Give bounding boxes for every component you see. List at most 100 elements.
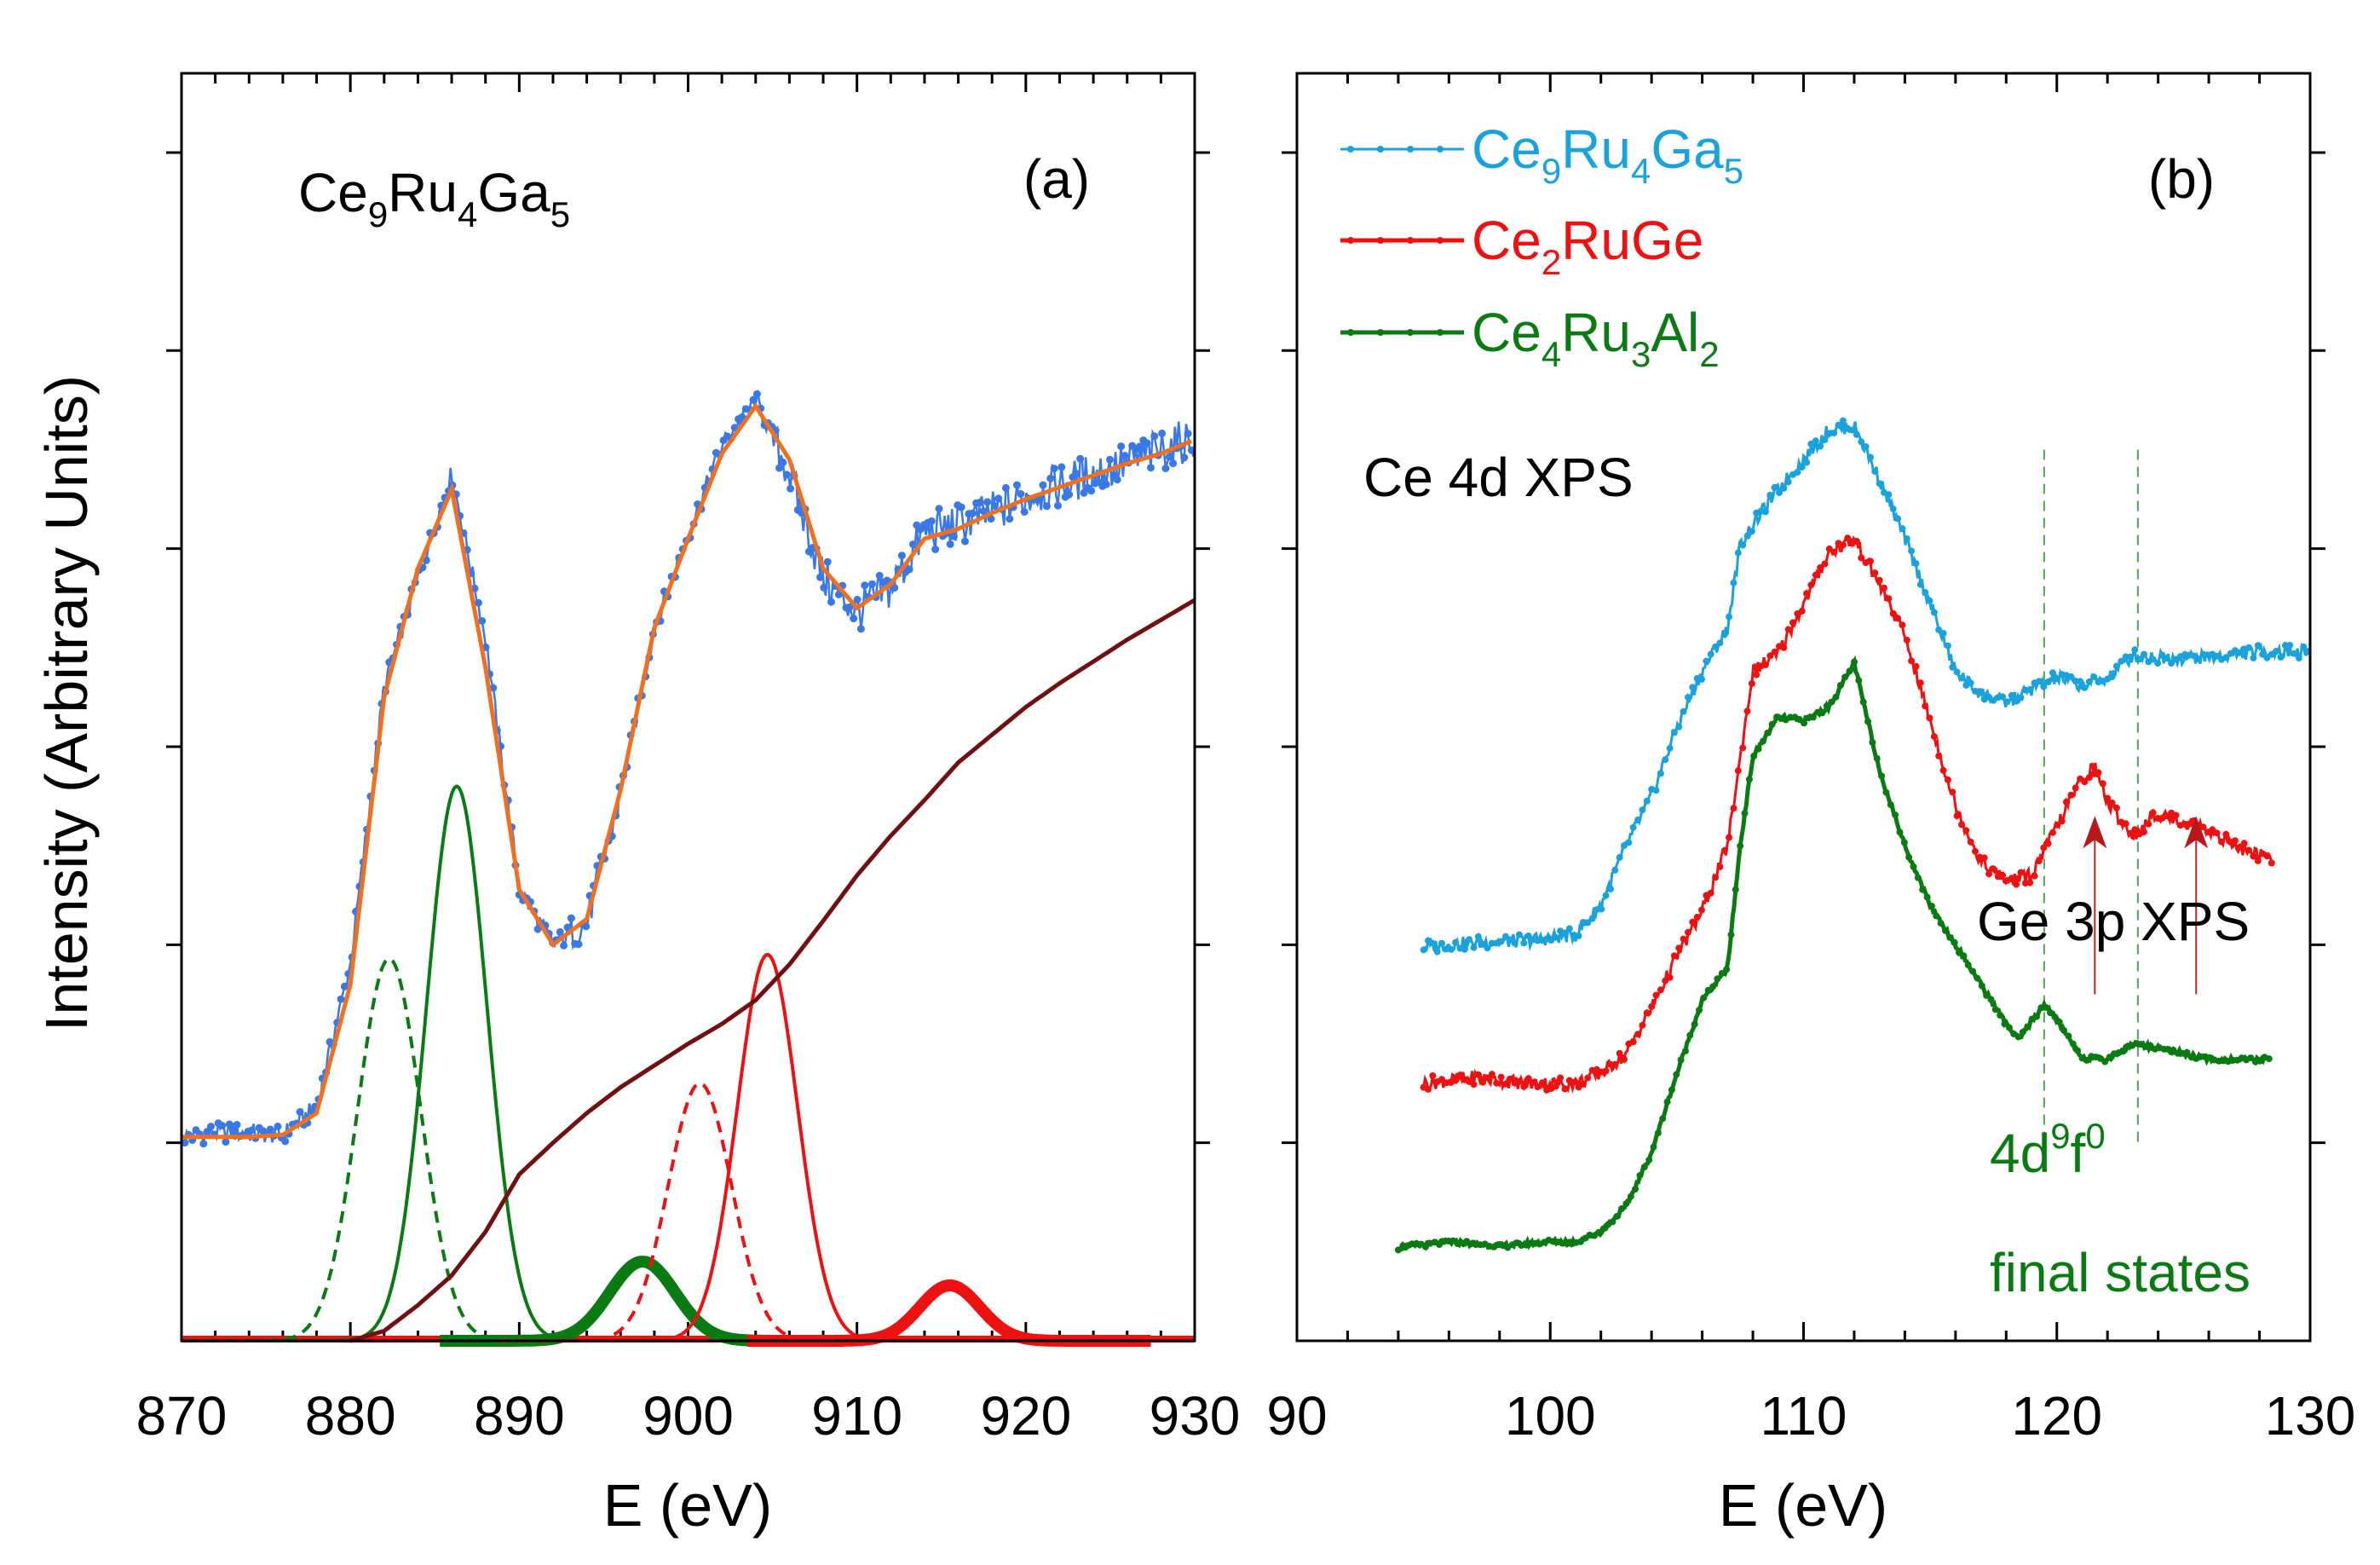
x-tick-label: 880 bbox=[305, 1385, 396, 1447]
spectrum-point bbox=[1853, 430, 1860, 438]
spectrum-point bbox=[1889, 609, 1897, 617]
spectrum-point bbox=[1991, 1006, 1999, 1013]
spectrum-point bbox=[2083, 1056, 2090, 1064]
data-point bbox=[787, 484, 795, 493]
spectrum-point bbox=[1768, 720, 1776, 728]
legend-label: Ce4Ru3Al2 bbox=[1472, 302, 1720, 374]
data-point bbox=[834, 590, 843, 598]
spectrum-point bbox=[1677, 1056, 1685, 1064]
x-tick-label: 110 bbox=[1760, 1385, 1847, 1447]
spectrum-point bbox=[1696, 1007, 1703, 1013]
panel-a-x-label: E (eV) bbox=[603, 1472, 772, 1539]
spectrum-point bbox=[2067, 791, 2075, 799]
spectrum-point bbox=[2232, 837, 2239, 845]
spectrum-point bbox=[1576, 1238, 1584, 1245]
panel-b-curves bbox=[1394, 417, 2312, 1254]
spectrum-point bbox=[1716, 639, 1724, 647]
spectrum-point bbox=[2295, 654, 2302, 661]
data-point bbox=[897, 552, 906, 560]
data-point bbox=[1057, 463, 1066, 471]
spectrum-point bbox=[1685, 928, 1691, 936]
spectrum-point bbox=[1634, 1031, 1642, 1038]
spectrum-point bbox=[1632, 1186, 1639, 1193]
spectrum-point bbox=[1903, 535, 1910, 542]
spectrum-point bbox=[1784, 626, 1792, 633]
data-point bbox=[983, 498, 992, 506]
spectrum-point bbox=[1771, 648, 1778, 655]
spectrum-point bbox=[1663, 1098, 1671, 1106]
spectrum-point bbox=[2005, 1024, 2013, 1031]
legend-marker bbox=[1437, 237, 1444, 244]
data-point bbox=[556, 927, 564, 936]
data-point bbox=[574, 940, 583, 949]
spectrum-point bbox=[1899, 525, 1906, 533]
spectrum-point bbox=[1978, 982, 1985, 990]
final-states-line2: final states bbox=[1990, 1242, 2250, 1303]
data-point bbox=[1065, 490, 1074, 499]
x-tick-label: 900 bbox=[643, 1385, 734, 1447]
spectrum-point bbox=[1720, 846, 1728, 854]
background-curve bbox=[349, 598, 1196, 1343]
spectrum-point bbox=[1916, 679, 1924, 687]
spectrum-point bbox=[2069, 1040, 2077, 1048]
data-point bbox=[266, 1125, 274, 1134]
spectrum-point bbox=[2172, 811, 2180, 819]
arrow-head bbox=[2083, 816, 2107, 849]
spectrum-point bbox=[1876, 480, 1883, 488]
legend-marker bbox=[1377, 237, 1384, 244]
data-point bbox=[533, 925, 542, 933]
spectrum-points-3 bbox=[1394, 658, 2273, 1254]
panel-b-title: Ce 4d XPS bbox=[1363, 447, 1634, 508]
data-point bbox=[296, 1108, 304, 1116]
spectrum-point bbox=[1588, 915, 1596, 922]
data-point bbox=[875, 571, 884, 580]
spectrum-point bbox=[1789, 619, 1796, 627]
spectrum-point bbox=[1755, 745, 1762, 753]
spectrum-point bbox=[1855, 677, 1863, 684]
spectrum-point bbox=[1908, 657, 1916, 665]
data-point bbox=[853, 595, 862, 603]
spectrum-point bbox=[2145, 820, 2152, 828]
spectrum-point bbox=[1910, 863, 1917, 870]
spectrum-point bbox=[2277, 653, 2285, 661]
spectrum-point bbox=[1985, 870, 1993, 878]
data-point bbox=[949, 532, 958, 540]
spectrum-point bbox=[1602, 1067, 1610, 1075]
spectrum-point bbox=[1552, 1083, 1559, 1090]
x-tick-label: 920 bbox=[980, 1385, 1071, 1447]
spectrum-point bbox=[1629, 823, 1637, 831]
spectrum-point bbox=[2273, 648, 2280, 655]
spectrum-point bbox=[1734, 767, 1742, 775]
spectrum-point bbox=[1598, 905, 1605, 913]
spectrum-point bbox=[1803, 590, 1811, 598]
spectrum-point bbox=[1812, 437, 1819, 445]
spectrum-point bbox=[1689, 684, 1697, 691]
spectrum-point bbox=[2127, 829, 2134, 837]
spectrum-point bbox=[1944, 776, 1951, 783]
legend-label: Ce9Ru4Ga5 bbox=[1472, 118, 1743, 191]
data-point bbox=[1184, 430, 1192, 438]
spectrum-point bbox=[1766, 491, 1774, 499]
spectrum-point bbox=[1452, 1077, 1460, 1084]
spectrum-point bbox=[1461, 945, 1468, 953]
spectrum-point bbox=[1935, 752, 1943, 759]
spectrum-point bbox=[1538, 1079, 1546, 1087]
spectrum-point bbox=[1887, 801, 1894, 809]
data-point bbox=[563, 923, 572, 932]
spectrum-point bbox=[2017, 694, 2025, 702]
spectrum-point bbox=[1712, 643, 1720, 650]
spectrum-point bbox=[1926, 597, 1933, 604]
data-point bbox=[1006, 515, 1014, 523]
spectrum-point bbox=[1858, 438, 1865, 446]
spectrum-point bbox=[1983, 991, 1991, 999]
spectrum-point bbox=[2044, 840, 2052, 847]
spectrum-point bbox=[1922, 702, 1929, 710]
spectrum-point bbox=[2049, 829, 2056, 836]
data-point bbox=[489, 684, 498, 692]
spectrum-point bbox=[2063, 798, 2070, 806]
spectrum-point bbox=[2090, 673, 2098, 680]
spectrum-point bbox=[1433, 948, 1441, 956]
spectrum-point bbox=[1685, 694, 1691, 702]
spectrum-point bbox=[1862, 443, 1870, 450]
spectrum-point bbox=[2122, 820, 2129, 828]
